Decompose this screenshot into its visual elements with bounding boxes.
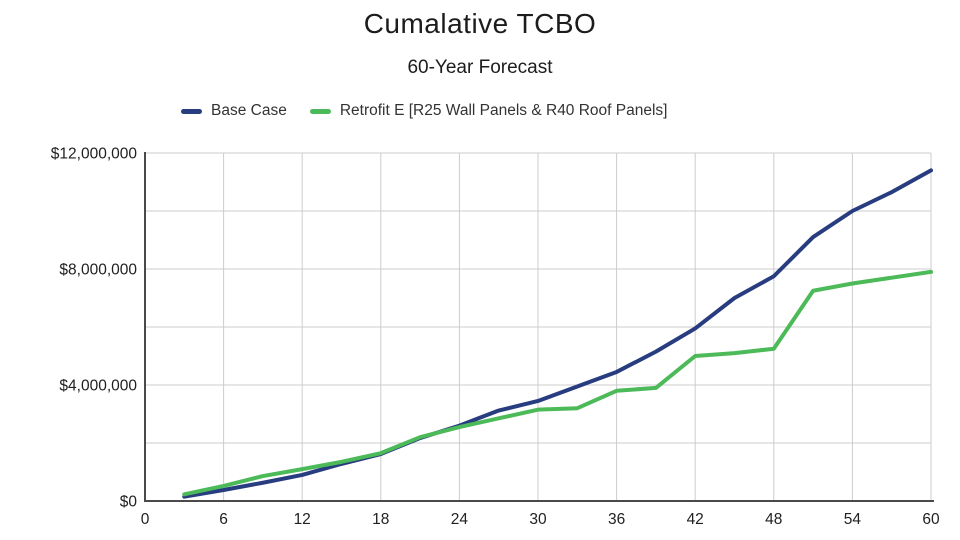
- legend-swatch-base-case-icon: [181, 108, 202, 114]
- x-tick-label: 6: [219, 511, 228, 528]
- legend-label-base-case: Base Case: [211, 102, 287, 119]
- series-line-retrofit-e: [182, 269, 933, 497]
- legend: Base Case Retrofit E [R25 Wall Panels & …: [181, 102, 668, 120]
- x-tick-label: 36: [608, 511, 625, 528]
- x-tick-label: 24: [451, 511, 469, 528]
- chart-title: Cumalative TCBO: [363, 8, 597, 39]
- legend-label-retrofit-e: Retrofit E [R25 Wall Panels & R40 Roof P…: [339, 102, 668, 119]
- x-tick-label: 48: [765, 511, 782, 528]
- x-tick-label: 60: [922, 511, 940, 528]
- series-line-base-case: [182, 168, 933, 499]
- chart-subtitle: 60-Year Forecast: [407, 57, 553, 78]
- y-tick-label: $12,000,000: [51, 146, 138, 163]
- x-tick-label: 54: [844, 511, 862, 528]
- y-tick-label: $4,000,000: [59, 378, 137, 395]
- legend-item-retrofit-e: Retrofit E [R25 Wall Panels & R40 Roof P…: [309, 102, 668, 120]
- x-tick-label: 18: [372, 511, 389, 528]
- x-tick-label: 12: [294, 511, 311, 528]
- x-tick-label: 0: [141, 511, 150, 528]
- y-tick-label: $8,000,000: [59, 262, 137, 279]
- y-tick-label: $0: [120, 494, 138, 511]
- x-tick-label: 42: [687, 511, 704, 528]
- legend-swatch-retrofit-e-icon: [309, 108, 331, 114]
- legend-item-base-case: Base Case: [181, 102, 287, 120]
- x-tick-label: 30: [529, 511, 547, 528]
